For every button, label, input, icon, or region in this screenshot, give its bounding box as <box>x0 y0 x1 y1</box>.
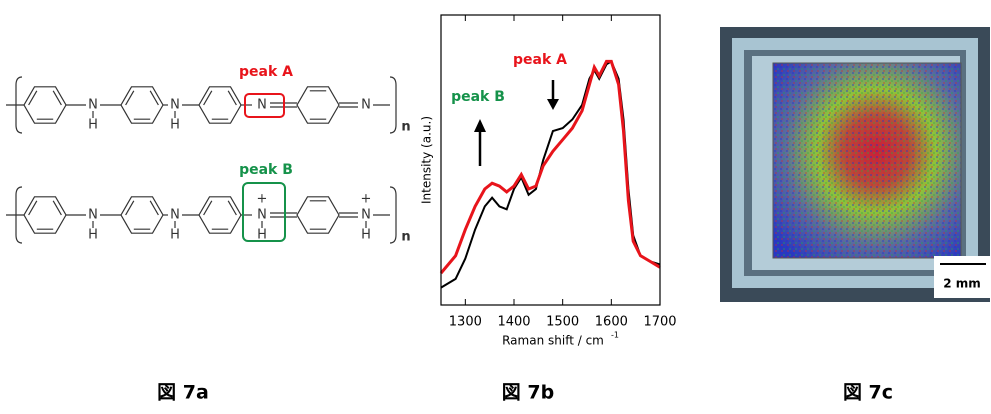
ring <box>120 196 164 234</box>
atom-label: N <box>257 208 267 223</box>
annotation: peak B <box>451 89 505 105</box>
atom-label: N <box>257 98 267 113</box>
ring <box>198 86 242 124</box>
arrow-head <box>474 119 486 132</box>
peak-label: peak A <box>239 64 293 80</box>
scale-bar-label: 2 mm <box>943 277 981 291</box>
plot-frame <box>440 14 661 306</box>
atom-label: H <box>170 228 180 243</box>
highlight-box <box>242 182 286 242</box>
raman-chart: 1300 1400 1500 1600 1700 Raman shift / cm -1 In… <box>420 14 677 348</box>
bond <box>125 200 135 216</box>
atom-label: H <box>88 228 98 243</box>
atom-label: H <box>257 228 267 243</box>
ring <box>296 196 340 234</box>
bond <box>203 200 213 216</box>
ring <box>296 86 340 124</box>
atom-label: + <box>361 192 372 207</box>
map-panel: 2 mm <box>720 27 991 302</box>
y-axis-label: Intensity (a.u.) <box>420 116 434 204</box>
atom-label: N <box>88 208 98 223</box>
ring <box>198 196 242 234</box>
caption: 図 7c <box>843 382 893 404</box>
annotation: peak A <box>513 52 567 68</box>
atom-label: H <box>170 118 180 133</box>
atom-label: N <box>170 208 180 223</box>
x-tick-label: 1500 <box>546 315 579 330</box>
bond <box>28 90 38 106</box>
atom-label: n <box>401 120 410 135</box>
x-tick-label: 1400 <box>497 315 530 330</box>
bond <box>227 200 237 216</box>
x-tick-label: 1300 <box>449 315 482 330</box>
bond <box>227 90 237 106</box>
caption: 図 7b <box>502 382 554 404</box>
bond <box>149 90 159 106</box>
peak-label: peak B <box>239 162 293 178</box>
atom-label: H <box>361 228 371 243</box>
atom-label: + <box>257 192 268 207</box>
ring <box>120 86 164 124</box>
bond <box>52 200 62 216</box>
atom-label: N <box>361 98 371 113</box>
bracket <box>389 76 397 134</box>
bracket <box>389 186 397 244</box>
map-outline <box>772 62 962 259</box>
spectrum-line <box>439 59 661 275</box>
raman-map-noise <box>773 63 961 258</box>
bond <box>125 90 135 106</box>
bond <box>149 200 159 216</box>
ring <box>23 196 67 234</box>
highlight-box <box>244 93 285 118</box>
x-axis-label-sup: -1 <box>611 331 619 340</box>
arrow-head <box>547 99 559 110</box>
atom-label: n <box>401 230 410 245</box>
bond <box>28 200 38 216</box>
atom-label: N <box>361 208 371 223</box>
caption: 図 7a <box>157 382 209 404</box>
x-tick-label: 1600 <box>595 315 628 330</box>
atom-label: N <box>88 98 98 113</box>
bond <box>52 90 62 106</box>
atom-label: N <box>170 98 180 113</box>
x-axis-label: Raman shift / cm <box>502 334 604 348</box>
atom-label: H <box>88 118 98 133</box>
ring <box>23 86 67 124</box>
bond <box>203 90 213 106</box>
x-tick-label: 1700 <box>643 315 676 330</box>
